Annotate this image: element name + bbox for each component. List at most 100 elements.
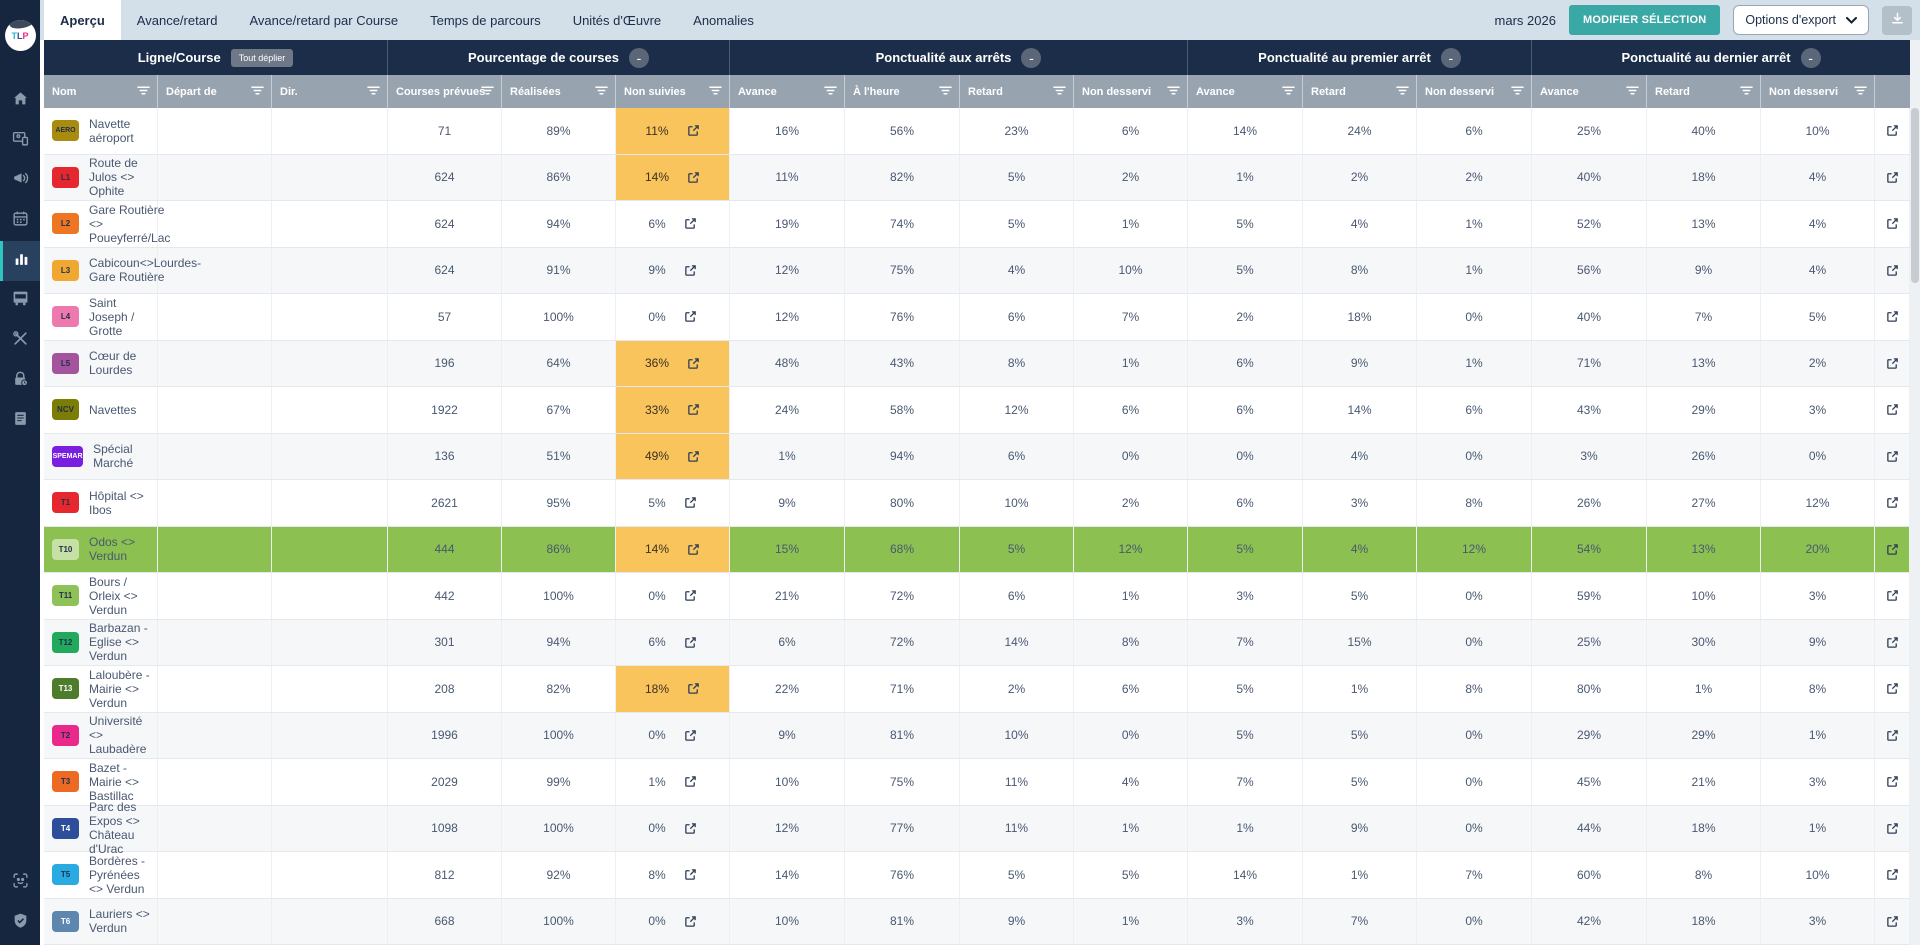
sidebar-item-home[interactable] (0, 81, 40, 121)
tab-avance-retard[interactable]: Avance/retard (136, 12, 218, 28)
external-link-icon[interactable] (684, 636, 697, 649)
modify-selection-button[interactable]: MODIFIER SÉLECTION (1568, 5, 1721, 35)
filter-icon[interactable] (1511, 85, 1524, 98)
external-link-icon[interactable] (684, 729, 697, 742)
external-link-icon[interactable] (684, 310, 697, 323)
line-badge[interactable]: L2 (52, 213, 79, 235)
sidebar-item-devices[interactable] (0, 121, 40, 161)
line-badge[interactable]: AERO (52, 120, 79, 142)
line-badge[interactable]: T13 (52, 678, 79, 700)
filter-icon[interactable] (709, 85, 722, 98)
sidebar-item-tools[interactable] (0, 321, 40, 361)
table-row[interactable]: T6 Lauriers <> Verdun 668 100% 0% 10% 81% 9% 1% 3… (44, 898, 1910, 945)
external-link-icon[interactable] (687, 403, 700, 416)
external-link-icon[interactable] (1886, 543, 1899, 556)
table-row[interactable]: L4 Saint Joseph / Grotte 57 100% 0% 12% 76% 6% 7… (44, 294, 1910, 341)
external-link-icon[interactable] (1886, 682, 1899, 695)
external-link-icon[interactable] (1886, 310, 1899, 323)
external-link-icon[interactable] (1886, 868, 1899, 881)
sidebar-item-profile[interactable] (0, 863, 40, 903)
sidebar-item-calendar[interactable] (0, 201, 40, 241)
external-link-icon[interactable] (1886, 357, 1899, 370)
table-row[interactable]: T11 Bours / Orleix <> Verdun 442 100% 0% 21% 7… (44, 573, 1910, 620)
filter-icon[interactable] (137, 85, 150, 98)
sidebar-item-security[interactable] (0, 361, 40, 401)
line-badge[interactable]: T3 (52, 771, 79, 793)
filter-icon[interactable] (367, 85, 380, 98)
line-badge[interactable]: L1 (52, 166, 79, 188)
line-badge[interactable]: T1 (52, 492, 79, 514)
external-link-icon[interactable] (684, 868, 697, 881)
external-link-icon[interactable] (1886, 775, 1899, 788)
external-link-icon[interactable] (1886, 264, 1899, 277)
external-link-icon[interactable] (1886, 217, 1899, 230)
scrollbar-thumb[interactable] (1911, 108, 1919, 283)
external-link-icon[interactable] (1886, 450, 1899, 463)
external-link-icon[interactable] (1886, 729, 1899, 742)
filter-icon[interactable] (481, 85, 494, 98)
filter-icon[interactable] (939, 85, 952, 98)
table-row[interactable]: L1 Route de Julos <> Ophite 624 86% 14% 11% 82… (44, 154, 1910, 201)
vertical-scrollbar[interactable] (1910, 40, 1920, 945)
tab-apercu[interactable]: Aperçu (44, 0, 121, 40)
line-badge[interactable]: T11 (52, 585, 79, 607)
line-badge[interactable]: SPEMAR (52, 445, 84, 467)
external-link-icon[interactable] (687, 124, 700, 137)
external-link-icon[interactable] (684, 496, 697, 509)
filter-icon[interactable] (1740, 85, 1753, 98)
table-row[interactable]: T13 Laloubère - Mairie <> Verdun 208 82% 18%… (44, 666, 1910, 713)
line-badge[interactable]: L3 (52, 259, 79, 281)
external-link-icon[interactable] (684, 217, 697, 230)
table-row[interactable]: L5 Cœur de Lourdes 196 64% 36% 48% 43% 8% 1% 6% 9%… (44, 340, 1910, 387)
sidebar-item-vehicles[interactable] (0, 281, 40, 321)
download-button[interactable] (1882, 5, 1912, 35)
line-badge[interactable]: T12 (52, 631, 79, 653)
line-badge[interactable]: L4 (52, 306, 79, 328)
sidebar-item-privacy[interactable] (0, 903, 40, 943)
external-link-icon[interactable] (684, 264, 697, 277)
filter-icon[interactable] (1396, 85, 1409, 98)
line-badge[interactable]: T10 (52, 538, 79, 560)
collapse-group-button[interactable]: - (1440, 47, 1461, 68)
tab-avance-retard-par-course[interactable]: Avance/retard par Course (249, 12, 399, 28)
external-link-icon[interactable] (1886, 636, 1899, 649)
filter-icon[interactable] (595, 85, 608, 98)
export-options-select[interactable]: Options d'export (1733, 5, 1869, 35)
external-link-icon[interactable] (684, 775, 697, 788)
table-row[interactable]: L2 Gare Routière <> Poueyferré/Lac 624 94% 6… (44, 201, 1910, 248)
table-row[interactable]: T3 Bazet - Mairie <> Bastillac 2029 99% 1% 10… (44, 759, 1910, 806)
table-row[interactable]: NCV Navettes 1922 67% 33% 24% 58% 12% 6% 6% 14% 6% 4… (44, 387, 1910, 434)
table-row[interactable]: T2 Université <> Laubadère 1996 100% 0% 9% 81%… (44, 712, 1910, 759)
line-badge[interactable]: T4 (52, 817, 79, 839)
external-link-icon[interactable] (1886, 822, 1899, 835)
tab-anomalies[interactable]: Anomalies (693, 12, 754, 28)
external-link-icon[interactable] (1886, 915, 1899, 928)
tab-unites-oeuvre[interactable]: Unités d'Œuvre (572, 12, 662, 28)
table-row[interactable]: T4 Parc des Expos <> Château d'Urac 1098 10… (44, 800, 1910, 856)
table-row[interactable]: T12 Barbazan - Eglise <> Verdun 301 94% 6% 6%… (44, 619, 1910, 666)
external-link-icon[interactable] (687, 543, 700, 556)
filter-icon[interactable] (1282, 85, 1295, 98)
external-link-icon[interactable] (1886, 403, 1899, 416)
external-link-icon[interactable] (684, 589, 697, 602)
sidebar-item-statistics[interactable] (0, 241, 40, 281)
line-badge[interactable]: T2 (52, 724, 79, 746)
external-link-icon[interactable] (687, 357, 700, 370)
external-link-icon[interactable] (684, 915, 697, 928)
filter-icon[interactable] (1167, 85, 1180, 98)
external-link-icon[interactable] (684, 822, 697, 835)
line-badge[interactable]: T6 (52, 910, 79, 932)
line-badge[interactable]: T5 (52, 864, 79, 886)
sidebar-item-announcements[interactable] (0, 161, 40, 201)
table-row[interactable]: T5 Bordères - Pyrénées <> Verdun 812 92% 8% 1… (44, 852, 1910, 899)
external-link-icon[interactable] (1886, 496, 1899, 509)
table-row[interactable]: L3 Cabicoun<>Lourdes-Gare Routière 624 91% 9… (44, 247, 1910, 294)
external-link-icon[interactable] (687, 450, 700, 463)
external-link-icon[interactable] (1886, 124, 1899, 137)
external-link-icon[interactable] (687, 171, 700, 184)
external-link-icon[interactable] (687, 682, 700, 695)
line-badge[interactable]: NCV (52, 399, 79, 421)
filter-icon[interactable] (1053, 85, 1066, 98)
tab-temps-de-parcours[interactable]: Temps de parcours (430, 12, 541, 28)
line-badge[interactable]: L5 (52, 352, 79, 374)
